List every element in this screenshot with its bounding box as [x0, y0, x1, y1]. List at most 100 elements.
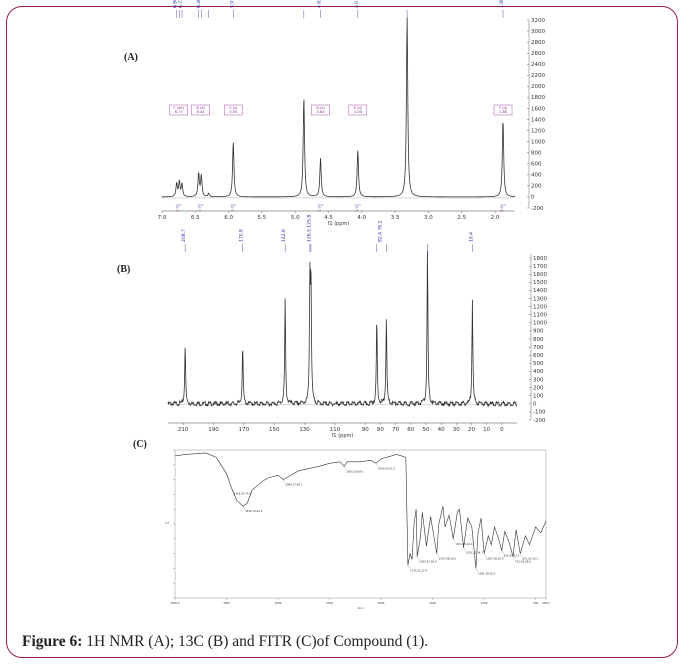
- spectrum-line: [167, 250, 518, 408]
- y-tick-label: 1100: [533, 313, 547, 319]
- ir-peak-label: 1742.51,22.9: [410, 568, 428, 572]
- y-tick-label: -200: [531, 206, 544, 212]
- x-tick-label: 2.0: [491, 215, 500, 221]
- x-tick-label: 210: [178, 427, 189, 433]
- y-tick-label: 0: [531, 195, 535, 201]
- ir-peak-label: 832.01,32.5: [504, 554, 520, 558]
- integral-box: [493, 104, 513, 116]
- integral-box: [191, 104, 210, 116]
- ir-peak-leader: [436, 553, 439, 557]
- figure-frame: [6, 6, 678, 658]
- ir-peak-label: 1081.39,20.3: [478, 571, 496, 575]
- ir-peak-label: 1201.22,34.7: [466, 551, 484, 555]
- y-tick-label: 0: [533, 402, 537, 408]
- peak-label: 4.07 4.05: [354, 0, 360, 8]
- y-tick-label: 1800: [533, 256, 547, 262]
- peak-label: 1.88 1.87: [499, 0, 505, 8]
- y-tick-label: 1400: [531, 117, 545, 123]
- ir-peak-label: 1001.56,30.9: [486, 557, 504, 561]
- x-tick-label: 4.5: [324, 215, 333, 221]
- panel-label: (C): [133, 439, 147, 450]
- y-tick-label: 200: [531, 184, 542, 190]
- ir-peak-label: 1457.88,30.2: [439, 557, 457, 561]
- y-tick-label: 600: [533, 353, 544, 359]
- y-tick-label: 2600: [531, 51, 545, 57]
- x-axis-title: f1 (ppm): [332, 433, 354, 439]
- ir-peak-leader: [520, 553, 523, 557]
- integral-label: 1.88: [499, 110, 507, 114]
- x-axis-title: f1 (ppm): [328, 221, 350, 227]
- y-tick-label: 1700: [533, 264, 547, 270]
- integral-label: 6.77: [175, 110, 183, 114]
- integral-box: [224, 104, 243, 116]
- x-tick-label: 6.0: [224, 215, 233, 221]
- y-tick-label: 1200: [531, 128, 545, 134]
- panel-b-13c-nmr: (B)210 190 170 150 130 110 90 80 70 60 50 40 30 20 10 0…: [117, 215, 547, 439]
- x-tick-label: 20: [468, 427, 475, 433]
- ir-peak-label: 2050.43,91.5: [378, 466, 396, 470]
- peak-label: 6.46 6.42: [196, 0, 202, 8]
- x-tick-label: 5.5: [258, 215, 267, 221]
- ir-peak-label: 2360.18,89.0: [346, 469, 364, 473]
- x-axis-title: cm-1: [357, 606, 364, 610]
- y-tick-label: 1400: [533, 288, 547, 294]
- x-tick-label: 3000: [275, 601, 282, 605]
- x-tick-label: 500: [533, 601, 538, 605]
- y-tick-label: 1600: [531, 106, 545, 112]
- panel-label: (B): [117, 264, 130, 275]
- caption-text: 1H NMR (A); 13C (B) and FITR (C)of Compo…: [82, 633, 429, 650]
- x-tick-label: 3.5: [391, 215, 400, 221]
- integral-label: E (d): [354, 106, 363, 110]
- ir-peak-leader: [343, 466, 347, 470]
- y-tick-label: 1600: [533, 272, 547, 278]
- ir-peak-leader: [463, 547, 466, 551]
- integral-label: F (dd): [173, 106, 184, 110]
- x-tick-label: 400.0: [542, 601, 550, 605]
- ir-peak-label: 651.93,30.1: [522, 557, 538, 561]
- y-tick-label: 600: [531, 162, 542, 168]
- y-tick-label: 2200: [531, 73, 545, 79]
- peak-label: 82.4 76.1: [378, 220, 384, 242]
- y-tick-label: 1300: [533, 296, 547, 302]
- ir-peak-leader: [484, 553, 487, 557]
- x-tick-label: 3.0: [424, 215, 433, 221]
- panel-label: (A): [124, 52, 138, 63]
- integral-label: D (s): [316, 106, 325, 110]
- x-tick-label: 130: [299, 427, 310, 433]
- y-tick-label: -200: [533, 418, 546, 424]
- panel-c-ftir: (C) %T 4000.0 3500 3000 2500 2000 1500 1000 500 40…: [133, 439, 550, 610]
- y-tick-label: 900: [533, 329, 544, 335]
- y-tick-label: 3200: [531, 18, 545, 24]
- y-tick-label: 800: [531, 151, 542, 157]
- y-tick-label: 3000: [531, 29, 545, 35]
- integral-value: 1.0: [230, 206, 234, 212]
- x-tick-label: 7.0: [158, 215, 167, 221]
- panel-a-1h-nmr: (A) 7.0 6.5 6.0 5.5 5.0 4.5 4.0 3.5 3.0 2.5 2.0 f1 (…: [124, 0, 545, 227]
- integral-label: F (d): [499, 106, 508, 110]
- integral-label: 6.44: [197, 110, 206, 114]
- x-tick-label: 3500: [223, 601, 230, 605]
- x-tick-label: 60: [407, 427, 414, 433]
- integral-label: 5.93: [229, 110, 237, 114]
- x-tick-label: 5.0: [291, 215, 300, 221]
- peak-label: 126.5 125.8: [306, 215, 312, 242]
- peak-label: 208.7: [181, 229, 187, 242]
- figure-canvas: (A) 7.0 6.5 6.0 5.5 5.0 4.5 4.0 3.5 3.0 2.5 2.0 f1 (…: [117, 0, 550, 610]
- peak-label: 4.62: [317, 0, 323, 8]
- peak-label: 19.4: [468, 232, 474, 242]
- x-tick-label: 50: [422, 427, 429, 433]
- ir-peak-label: 2946.27,80.1: [285, 483, 303, 487]
- x-tick-label: 70: [392, 427, 399, 433]
- integral-box: [169, 104, 188, 116]
- ir-peak-label: 3456.02,74.5: [234, 491, 252, 495]
- integral-box: [311, 104, 330, 116]
- x-tick-label: 2500: [326, 601, 333, 605]
- integral-label: 4.64: [317, 110, 326, 114]
- x-tick-label: 1500: [429, 601, 436, 605]
- ir-peak-leader: [375, 463, 379, 467]
- integral-value: 1.0: [355, 206, 359, 212]
- ir-peak-leader: [242, 506, 246, 510]
- integral-label: B (d): [196, 106, 205, 110]
- integral-value: 1.0: [198, 206, 202, 212]
- spectrum-line: [162, 17, 516, 198]
